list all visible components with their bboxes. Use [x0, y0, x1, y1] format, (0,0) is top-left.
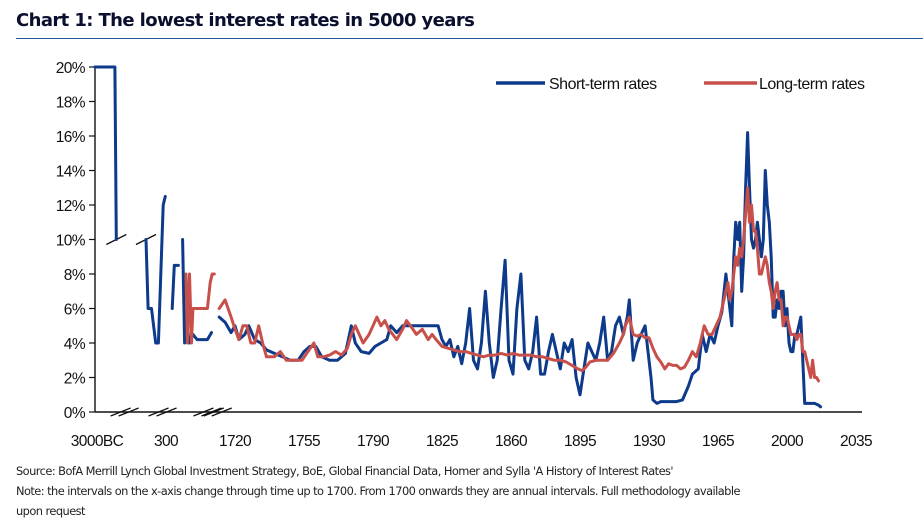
y-tick-label: 8% [64, 267, 86, 284]
x-tick-label: 1790 [357, 433, 390, 450]
y-tick-label: 4% [64, 336, 86, 353]
series-group [93, 65, 822, 409]
axes: 0% 2% 4% 6% 8% 10% 12% 14% 16% 18% 20% 3000BC 300 172… [56, 60, 873, 450]
legend-label-short-term: Short-term rates [549, 76, 657, 93]
y-tick-label: 10% [56, 233, 86, 250]
series-short-term-rates [93, 65, 822, 409]
x-tick-label: 1965 [702, 433, 734, 450]
y-tick-label: 16% [56, 129, 86, 146]
chart-svg: 0% 2% 4% 6% 8% 10% 12% 14% 16% 18% 20% 3000BC 300 172… [56, 60, 873, 450]
x-tick-label: 1825 [426, 433, 458, 450]
axis-break-mark [110, 407, 131, 417]
x-tick-label: 2035 [840, 433, 872, 450]
title-rule [16, 38, 923, 39]
x-tick-label: 1895 [564, 433, 596, 450]
y-tick-label: 2% [64, 371, 86, 388]
y-tick-label: 0% [64, 405, 86, 422]
x-tick-label: 1860 [495, 433, 528, 450]
legend: Short-term rates Long-term rates [496, 76, 865, 93]
source-text: Source: BofA Merrill Lynch Global Invest… [16, 464, 674, 478]
y-tick-label: 14% [56, 164, 86, 181]
x-tick-label: 3000BC [71, 433, 124, 450]
axis-break-mark [201, 407, 222, 417]
series-line-segment [217, 186, 820, 383]
chart-title: Chart 1: The lowest interest rates in 50… [16, 10, 475, 31]
series-line-segment [170, 263, 180, 310]
chart-notes: Source: BofA Merrill Lynch Global Invest… [16, 461, 916, 521]
series-line-segment [144, 194, 167, 345]
y-tick-label: 20% [56, 60, 86, 77]
series-line-segment [184, 272, 216, 345]
note-text-line2: upon request [16, 504, 86, 518]
legend-label-long-term: Long-term rates [759, 76, 865, 93]
x-tick-label: 2000 [771, 433, 804, 450]
axis-break-mark [156, 407, 177, 417]
series-line-segment [217, 131, 822, 409]
x-tick-label: 1755 [288, 433, 320, 450]
axis-break-mark [211, 407, 232, 417]
axis-break-mark [203, 407, 224, 417]
x-tick-label: 1930 [633, 433, 666, 450]
x-tick-label: 1720 [219, 433, 252, 450]
axis-break-mark [193, 407, 214, 417]
note-text-line1: Note: the intervals on the x-axis change… [16, 484, 740, 498]
series-long-term-rates [184, 186, 820, 383]
y-tick-label: 18% [56, 95, 86, 112]
series-line-segment [93, 65, 118, 241]
y-tick-label: 6% [64, 302, 86, 319]
axis-break-mark [118, 407, 139, 417]
x-tick-label: 300 [154, 433, 179, 450]
axis-break-mark [148, 407, 169, 417]
y-tick-label: 12% [56, 198, 86, 215]
